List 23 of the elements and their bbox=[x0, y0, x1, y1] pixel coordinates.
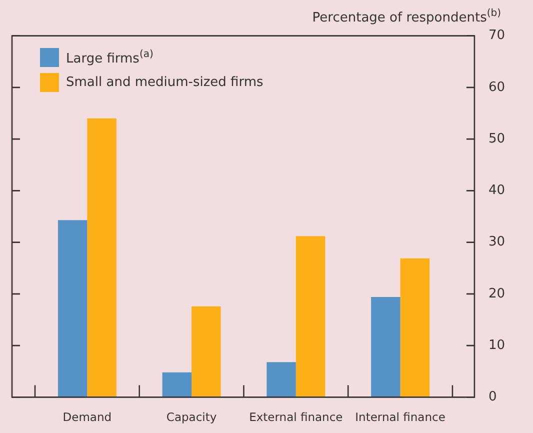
bar bbox=[400, 258, 430, 398]
legend-label: Small and medium-sized firms bbox=[66, 75, 264, 90]
y-tick-label: 10 bbox=[488, 338, 506, 353]
y-tick-label: 60 bbox=[488, 80, 506, 95]
x-tick-label: Internal finance bbox=[355, 410, 446, 424]
y-tick-label: 0 bbox=[488, 390, 497, 405]
x-tick-label: Capacity bbox=[166, 410, 217, 424]
y-tick-label: 50 bbox=[488, 131, 506, 146]
y-tick-label: 20 bbox=[488, 286, 506, 302]
bar bbox=[266, 362, 296, 398]
bar bbox=[296, 236, 326, 398]
y-axis-title: Percentage of respondents$^{(b)}$ bbox=[312, 8, 501, 26]
bar bbox=[58, 220, 88, 398]
x-tick-label: Demand bbox=[62, 410, 112, 424]
y-tick-label: 70 bbox=[488, 28, 506, 44]
legend-label: Large firms$^{(a)}$ bbox=[66, 48, 154, 66]
y-tick-label: 30 bbox=[488, 234, 506, 250]
y-tick-label: 40 bbox=[488, 183, 506, 198]
bar bbox=[371, 297, 400, 398]
x-tick-label: External finance bbox=[249, 410, 343, 424]
bar bbox=[192, 306, 221, 398]
bar bbox=[162, 372, 192, 398]
bar bbox=[87, 118, 116, 398]
